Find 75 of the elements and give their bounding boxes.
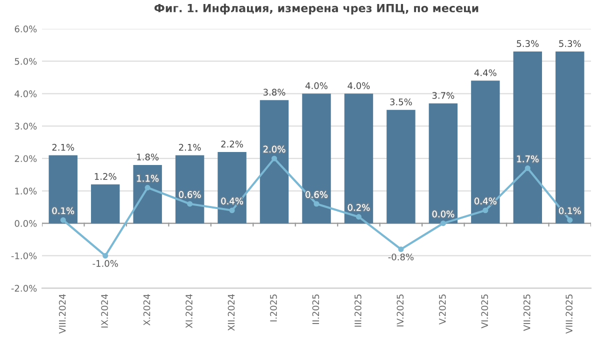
x-tick-label: IX.2024 [101,294,108,328]
x-tick-label: V.2025 [438,294,446,324]
bar [513,52,542,224]
data-label: 4.0% [305,82,328,90]
point [482,208,488,214]
bar [260,100,289,224]
x-tick-label: VII.2025 [523,294,530,331]
y-tick-label: 0.0% [14,220,37,227]
x-tick-label: III.2025 [354,294,362,327]
bar [344,94,374,224]
y-tick-label: -2.0% [11,284,37,292]
bar [218,152,246,224]
point [524,165,530,171]
y-tick-label: 5.0% [14,58,37,65]
data-label: -0.8% [388,254,414,260]
point [356,214,362,220]
x-tick-label: IV.2025 [396,294,404,326]
y-tick-label: 3.0% [14,122,37,130]
data-label: 2.1% [179,144,201,151]
data-label: 0.1% [52,207,74,214]
data-label: 2.1% [52,144,74,151]
data-label: 1.7% [517,155,539,162]
data-label: 2.2% [221,140,244,148]
point [398,246,404,252]
x-tick-label: XI.2024 [186,294,192,328]
data-label: 0.4% [474,198,496,204]
y-tick-label: 4.0% [14,90,37,98]
bar [175,155,204,224]
data-label: 0.2% [348,204,370,211]
point [60,217,66,223]
x-tick-label: II.2025 [312,294,320,324]
data-label: 0.1% [559,207,581,214]
data-label: 0.6% [306,191,328,198]
bar [386,110,416,224]
point [187,201,193,207]
point [144,184,150,190]
point [440,220,446,226]
point [314,201,320,207]
x-tick-label: XII.2024 [228,294,235,331]
data-label: 2.0% [263,146,286,153]
data-label: 1.1% [137,174,159,182]
bar [302,94,331,224]
data-label: 1.2% [94,173,116,180]
point [102,252,108,259]
data-label: 5.3% [559,40,581,47]
y-tick-label: 6.0% [14,26,37,32]
bar [471,80,500,224]
x-tick-label: VIII.2024 [58,294,66,334]
data-label: 4.0% [348,82,370,90]
data-label: 0.0% [432,210,454,218]
data-label: -1.0% [92,260,118,267]
bar [556,52,584,224]
data-label: 1.8% [137,154,159,160]
data-label: 3.8% [263,88,286,96]
data-label: 4.4% [474,69,496,76]
point [567,217,573,223]
data-label: 3.7% [432,92,454,99]
data-label: 3.5% [390,98,412,106]
bar [90,184,120,224]
x-tick-label: X.2024 [143,294,150,326]
chart-title: Фиг. 1. Инфлация, измерена чрез ИПЦ, по месеци [154,4,478,14]
y-tick-label: -1.0% [11,252,37,260]
data-label: 5.3% [516,40,539,47]
bar [428,103,458,224]
x-tick-label: VIII.2025 [566,294,573,334]
data-label: 0.4% [221,198,244,204]
x-tick-label: VI.2025 [481,294,488,328]
bar [133,164,162,224]
bar [48,155,78,224]
data-label: 0.6% [178,191,201,198]
point [229,208,235,214]
x-tick-label: I.2025 [270,294,277,322]
point [271,156,278,162]
y-tick-label: 1.0% [15,188,37,194]
y-tick-label: 2.0% [14,155,37,162]
